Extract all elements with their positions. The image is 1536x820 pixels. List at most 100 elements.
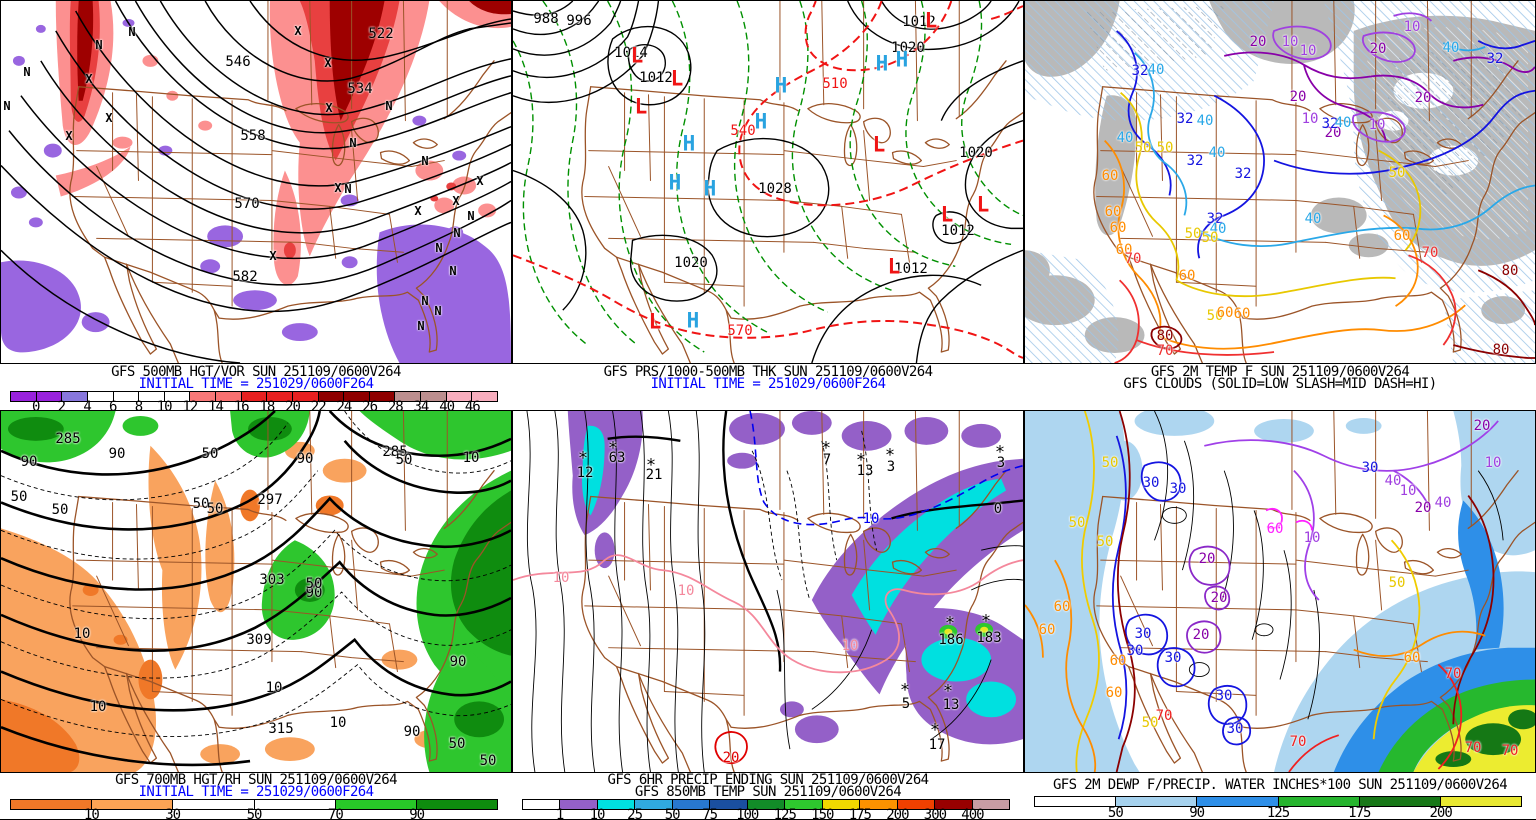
colorbar-ticks-pwat: 50 90 125 175 200 bbox=[1034, 805, 1522, 820]
caption-line1: GFS 2M DEWP F/PRECIP. WATER INCHES*100 S… bbox=[1052, 777, 1508, 793]
colorbar-segment bbox=[216, 392, 242, 401]
caption-line1: GFS 6HR PRECIP ENDING SUN 251109/0600V26… bbox=[607, 772, 930, 788]
panel-6hr-precip-850temp: * * * * * * * * * * * * 12 63 21 7 3 3 13 5 13 17 186 183 0 10 10 1… bbox=[512, 410, 1024, 819]
colorbar-segment bbox=[710, 800, 748, 809]
caption-line1: GFS 500MB HGT/VOR SUN 251109/0600V264 bbox=[111, 364, 401, 380]
mslp-contours bbox=[513, 1, 1023, 363]
map-700mb-hgt-rh: 285 285 297 303 309 315 90 90 90 90 90 90 50 50 50 50 50… bbox=[0, 410, 512, 773]
colorbar-tick: 4 bbox=[83, 399, 92, 415]
colorbar-segment bbox=[935, 800, 973, 809]
colorbar-segment bbox=[292, 392, 319, 401]
colorbar-segment bbox=[1278, 797, 1360, 806]
colorbar-segment bbox=[785, 800, 823, 809]
colorbar-tick: 10 bbox=[83, 807, 100, 820]
colorbar-segment bbox=[11, 392, 37, 401]
colorbar-segment bbox=[597, 800, 636, 809]
850-temp-subzero-dashed-blue bbox=[749, 411, 1023, 526]
colorbar-tick: 90 bbox=[409, 807, 425, 820]
map-500mb-hgt-vor: 522 546 534 558 570 582 X X X X X X X X X X X N N N N N N N N N N N… bbox=[0, 0, 512, 364]
caption-line2: INITIAL TIME = 251029/0600F264 bbox=[138, 784, 374, 800]
colorbar-tick: 175 bbox=[848, 807, 872, 820]
colorbar-segment bbox=[416, 800, 498, 809]
850-temp-plus10-pink bbox=[513, 554, 1023, 674]
colorbar-segments bbox=[1035, 797, 1522, 806]
colorbar-tick: 30 bbox=[165, 807, 181, 820]
height-contours-thick bbox=[1, 411, 511, 767]
colorbar-segment bbox=[164, 392, 191, 401]
colorbar-segment bbox=[897, 800, 936, 809]
colorbar-tick: 1 bbox=[555, 807, 565, 820]
colorbar-tick: 200 bbox=[886, 807, 909, 820]
colorbar-tick: 0 bbox=[31, 399, 41, 415]
colorbar-segment bbox=[523, 800, 561, 809]
colorbar-segment bbox=[972, 800, 1010, 809]
colorbar-segment bbox=[62, 392, 88, 401]
colorbar-ticks-precip: 1 10 25 50 75 100 125 150 175 200 300 400 bbox=[522, 807, 1010, 820]
colorbar-segment bbox=[446, 392, 473, 401]
rh-dry-shading bbox=[1, 441, 445, 772]
caption-line1: GFS 2M TEMP F SUN 251109/0600V264 bbox=[1150, 364, 1410, 380]
caption-line2: INITIAL TIME = 251029/0600F264 bbox=[138, 376, 374, 392]
colorbar-segment bbox=[267, 392, 293, 401]
colorbar-segment bbox=[113, 392, 140, 401]
colorbar-tick: 200 bbox=[1429, 805, 1453, 820]
colorbar-segment bbox=[747, 800, 786, 809]
map-prs-thk: 988 996 1014 1012 1012 1020 1020 1028 1012 1012 10… bbox=[512, 0, 1024, 364]
850-temp-plus20-red bbox=[714, 731, 748, 765]
pwat-shading bbox=[1025, 411, 1535, 772]
850-temp-contours bbox=[526, 411, 1023, 772]
colorbar-tick: 50 bbox=[664, 807, 681, 820]
colorbar-tick: 175 bbox=[1348, 805, 1371, 820]
dewp-contours-thin-black bbox=[1154, 411, 1504, 720]
colorbar-tick: 2 bbox=[57, 399, 67, 415]
colorbar-segment bbox=[335, 800, 417, 809]
colorbar-tick: 70 bbox=[327, 807, 344, 820]
colorbar-segment bbox=[36, 392, 63, 401]
map-canvas-precip bbox=[513, 411, 1023, 772]
colorbar-segment bbox=[344, 392, 370, 401]
colorbar-segments bbox=[523, 800, 1010, 809]
colorbar-segment bbox=[173, 800, 255, 809]
height-contours bbox=[1, 1, 511, 363]
colorbar-segment bbox=[190, 392, 216, 401]
colorbar-tick: 100 bbox=[736, 807, 759, 820]
rh-contours-dashed bbox=[1, 411, 511, 737]
colorbar-tick: 125 bbox=[773, 807, 797, 820]
850-temp-zero-line bbox=[607, 411, 1023, 672]
colorbar-vorticity bbox=[10, 391, 498, 402]
map-6hr-precip: * * * * * * * * * * * * 12 63 21 7 3 3 13 5 13 17 186 183 0 10 10 1… bbox=[512, 410, 1024, 773]
colorbar-segment bbox=[1116, 797, 1198, 806]
850-temp-contours-dashed bbox=[751, 430, 878, 601]
caption-line2: GFS 850MB TEMP SUN 251109/0600V264 bbox=[634, 784, 902, 800]
colorbar-segment bbox=[472, 392, 497, 401]
map-canvas-prs-thk bbox=[513, 1, 1023, 363]
colorbar-segment bbox=[560, 800, 598, 809]
map-canvas-dewp-pwat bbox=[1025, 411, 1535, 772]
colorbar-tick: 25 bbox=[627, 807, 643, 820]
colorbar-ticks-rh: 10 30 50 70 90 bbox=[10, 807, 498, 820]
map-2m-dewp-pwat: 50 50 50 50 50 60 60 60 60 60 70 70 70 70 70 10 10 10 20 20… bbox=[1024, 410, 1536, 773]
colorbar-tick: 8 bbox=[134, 399, 144, 415]
dewp-contours-colored bbox=[1025, 411, 1499, 772]
map-2m-temp-clouds: 10 10 10 10 10 20 20 20 20 20 32 32 32 32 32 32 32 40 40 40… bbox=[1024, 0, 1536, 364]
caption-line1: GFS 700MB HGT/RH SUN 251109/0600V264 bbox=[115, 772, 397, 788]
colorbar-segment bbox=[369, 392, 396, 401]
colorbar-segment bbox=[822, 800, 861, 809]
panel-2m-temp-clouds: 10 10 10 10 10 20 20 20 20 20 32 32 32 32 32 32 32 40 40 40… bbox=[1024, 0, 1536, 410]
panel-500mb-hgt-vor: 522 546 534 558 570 582 X X X X X X X X X X X N N N N N N N N N N N… bbox=[0, 0, 512, 414]
colorbar-segment bbox=[1035, 797, 1117, 806]
map-canvas-700mb bbox=[1, 411, 511, 772]
colorbar-segment bbox=[92, 800, 174, 809]
colorbar-tick: 300 bbox=[923, 807, 947, 820]
colorbar-segment bbox=[241, 392, 268, 401]
colorbar-segment bbox=[1440, 797, 1522, 806]
colorbar-segment bbox=[860, 800, 898, 809]
basemap bbox=[581, 1, 1023, 363]
colorbar-segment bbox=[254, 800, 336, 809]
colorbar-segment bbox=[1359, 797, 1441, 806]
high-cloud-hatch bbox=[1084, 5, 1524, 201]
colorbar-segment bbox=[11, 800, 93, 809]
map-canvas-2m-temp bbox=[1025, 1, 1535, 363]
colorbar-tick: 6 bbox=[109, 399, 118, 415]
colorbar-precip bbox=[522, 799, 1010, 810]
